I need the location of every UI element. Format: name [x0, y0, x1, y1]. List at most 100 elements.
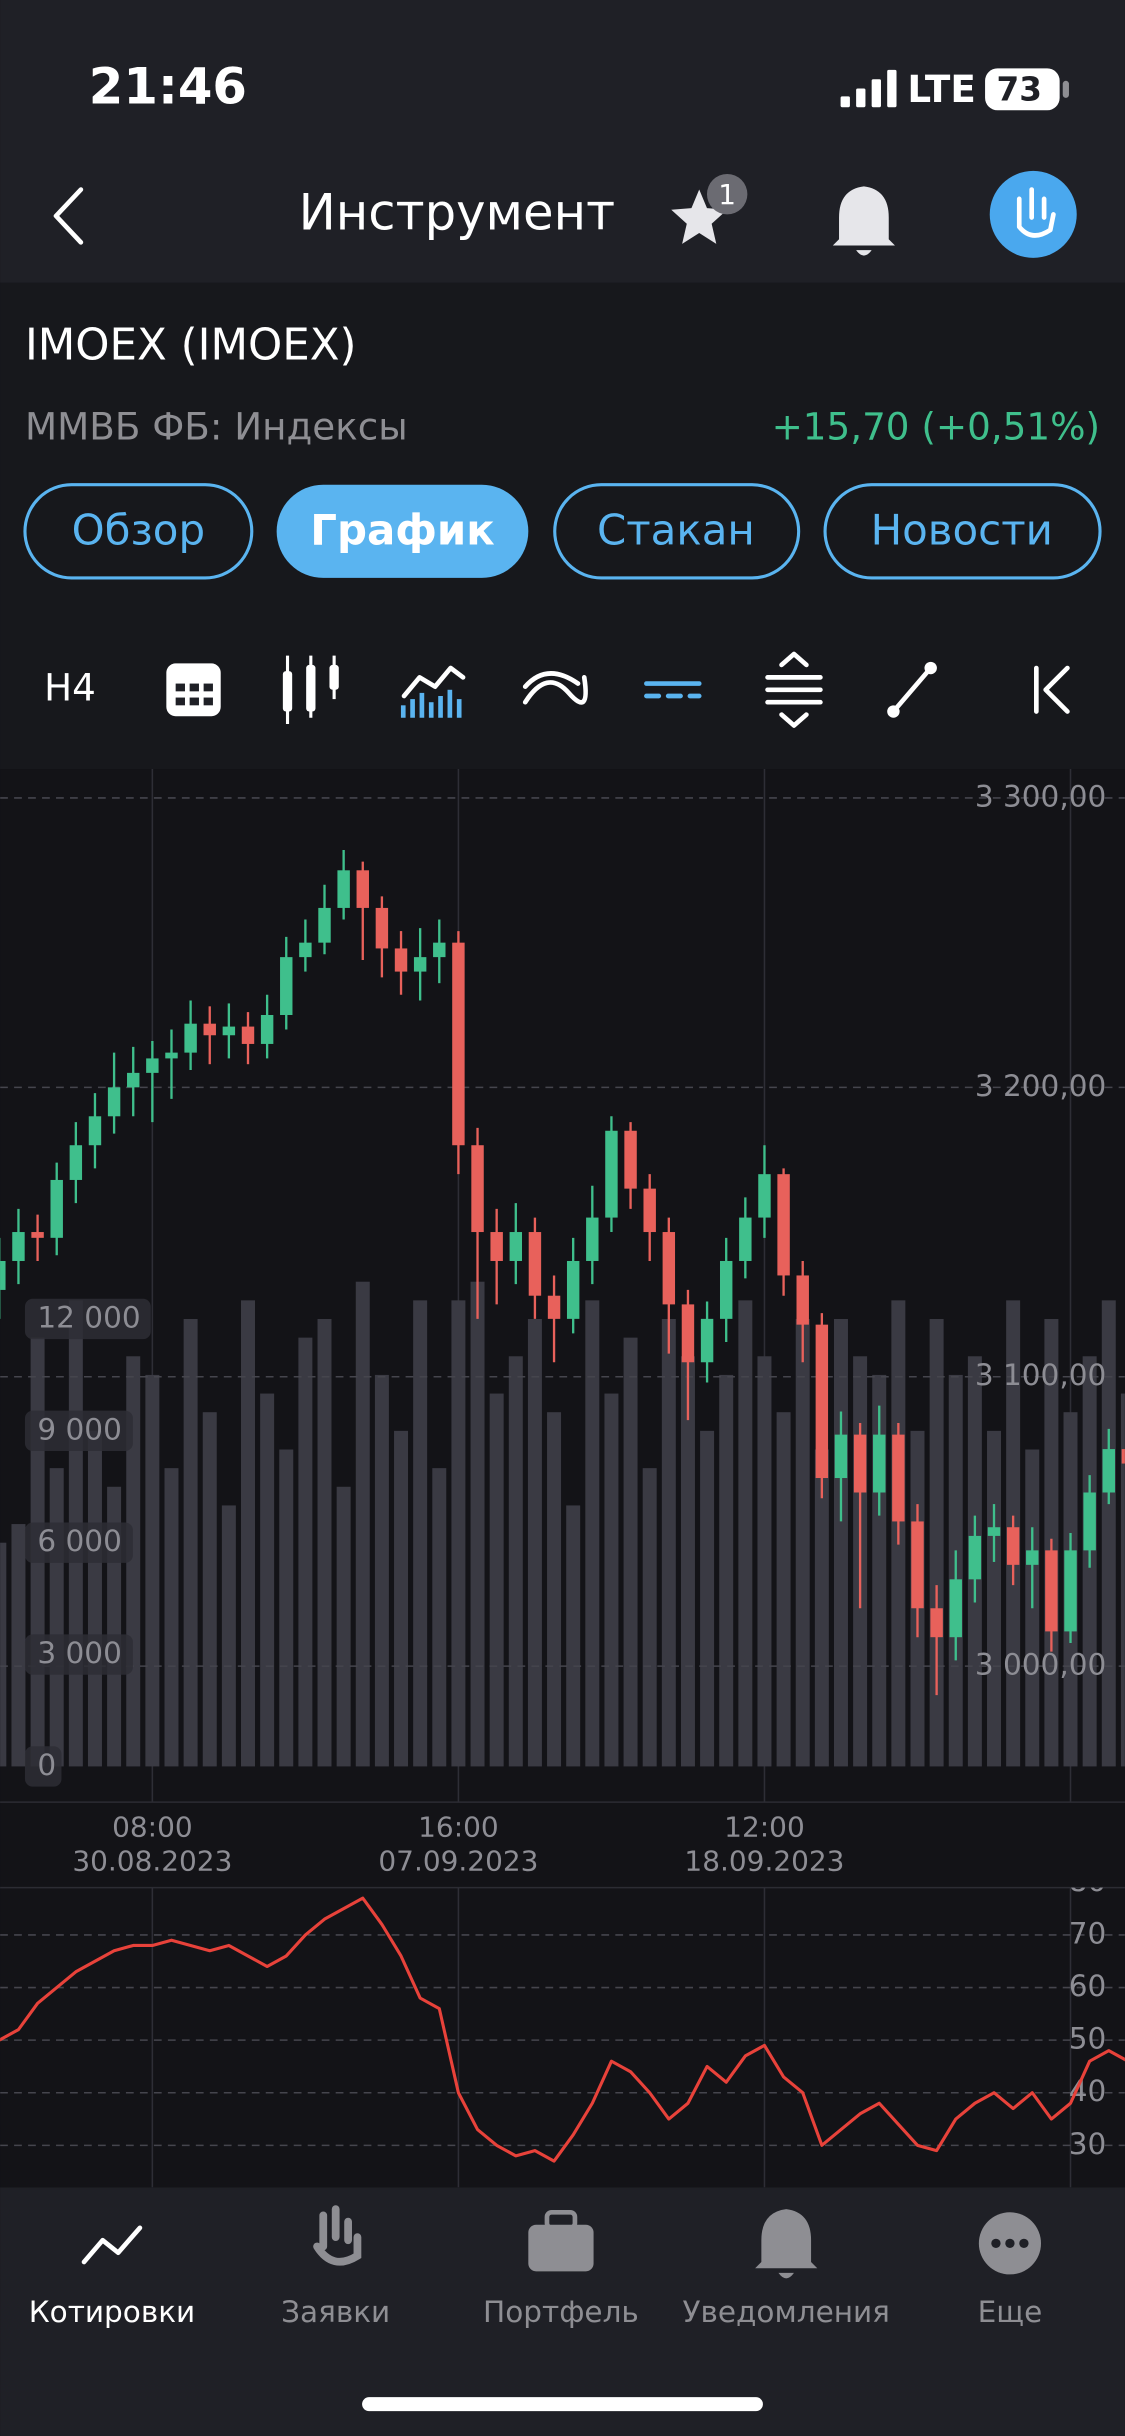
- nav-label[interactable]: Уведомления: [683, 2295, 890, 2329]
- nav-icon[interactable]: [528, 2209, 594, 2272]
- candle-body: [815, 1324, 829, 1479]
- tab-active[interactable]: [276, 484, 529, 578]
- candle-body: [873, 1434, 886, 1493]
- volume-bar: [451, 1300, 466, 1767]
- range-button[interactable]: [765, 651, 823, 728]
- volume-bar: [642, 1468, 657, 1767]
- nav-label-active[interactable]: Котировки: [29, 2295, 195, 2329]
- volume-bar: [795, 1318, 810, 1767]
- home-indicator: [362, 2397, 763, 2412]
- candle-body: [184, 1023, 197, 1053]
- candle-body: [1102, 1449, 1115, 1493]
- nav-icon[interactable]: [81, 2225, 143, 2265]
- candle-body: [586, 1217, 599, 1261]
- volume-bar: [527, 1318, 542, 1767]
- volume-bar: [317, 1318, 332, 1767]
- interval-button[interactable]: H4: [44, 665, 96, 709]
- candle-body: [509, 1232, 523, 1261]
- volume-bar: [719, 1374, 734, 1767]
- candle-body: [107, 1087, 121, 1117]
- volume-bar: [202, 1412, 217, 1767]
- nav-label[interactable]: Заявки: [281, 2295, 390, 2329]
- calendar-button[interactable]: [166, 663, 221, 717]
- volume-bar: [413, 1300, 428, 1767]
- back-button[interactable]: [53, 187, 84, 245]
- volume-tick-bg: [24, 1746, 62, 1787]
- volume-tick-label: 9 000: [37, 1412, 121, 1446]
- volume-bar: [814, 1449, 829, 1767]
- tab-label: Новости: [871, 505, 1053, 554]
- candle-body: [853, 1434, 867, 1493]
- notifications-button[interactable]: [832, 186, 895, 256]
- compare-button[interactable]: [522, 671, 588, 705]
- volume-bar: [11, 1524, 26, 1767]
- candle-body: [739, 1217, 752, 1261]
- rsi-panel: 304050607080: [0, 1887, 1125, 2188]
- x-tick-time: 12:00: [724, 1811, 805, 1844]
- candle-body: [413, 957, 427, 972]
- candle-body: [719, 1260, 733, 1319]
- nav-label[interactable]: Еще: [978, 2295, 1043, 2329]
- draw-line-button[interactable]: [887, 661, 937, 718]
- volume-tick-bg: [24, 1522, 133, 1563]
- indicators-button[interactable]: [400, 665, 466, 718]
- x-tick-time: 08:00: [112, 1811, 193, 1844]
- candle-body: [0, 1260, 6, 1290]
- volume-bar: [49, 1468, 64, 1767]
- candle-body: [241, 1026, 255, 1044]
- volume-bar: [394, 1430, 409, 1767]
- tab[interactable]: [23, 483, 254, 580]
- levels-button[interactable]: [644, 681, 702, 699]
- candle-body: [968, 1535, 982, 1580]
- x-tick-date: 07.09.2023: [378, 1845, 538, 1878]
- volume-bar: [183, 1318, 198, 1767]
- nav-icon[interactable]: [755, 2209, 818, 2279]
- candle-body: [299, 942, 312, 958]
- candle-body: [605, 1130, 618, 1218]
- volume-bar: [260, 1393, 275, 1767]
- candle-body: [1121, 1449, 1125, 1464]
- candle-body: [777, 1174, 790, 1276]
- candle-body: [280, 957, 293, 1015]
- volume-tick-label: 12 000: [37, 1300, 140, 1334]
- candle-body: [260, 1014, 274, 1044]
- volume-bar: [355, 1281, 370, 1767]
- candle-body: [12, 1232, 25, 1261]
- volume-bar: [0, 1542, 7, 1767]
- candle-body: [146, 1058, 159, 1073]
- candle-body: [700, 1318, 714, 1363]
- nav-icon[interactable]: [313, 2205, 362, 2266]
- candle-body: [356, 870, 369, 908]
- candle-body: [471, 1145, 484, 1233]
- top-bar-bg: [0, 0, 1125, 283]
- nav-icon[interactable]: [978, 2212, 1041, 2275]
- tab[interactable]: [553, 483, 801, 580]
- candle-body: [528, 1232, 542, 1296]
- nav-label[interactable]: Портфель: [483, 2295, 639, 2329]
- candle-body: [892, 1434, 905, 1522]
- volume-tick-label: 6 000: [37, 1524, 121, 1558]
- candle-body: [662, 1232, 676, 1305]
- favorites-button[interactable]: [671, 189, 728, 244]
- y-tick-label: 3 200,00: [975, 1069, 1106, 1103]
- volume-bar: [757, 1356, 772, 1767]
- candle-body: [127, 1072, 140, 1088]
- tab[interactable]: [823, 483, 1102, 580]
- instrument-change: +15,70 (+0,51%): [772, 404, 1100, 448]
- tab-label: Стакан: [597, 505, 755, 554]
- volume-bar: [374, 1374, 389, 1767]
- chart-type-button[interactable]: [282, 655, 339, 724]
- volume-tick-bg: [24, 1298, 151, 1340]
- volume-bar: [164, 1468, 179, 1767]
- volume-bar: [776, 1412, 791, 1767]
- rsi-line: [0, 1896, 1125, 2163]
- volume-bar: [929, 1318, 944, 1767]
- collapse-button[interactable]: [1034, 665, 1070, 714]
- candle-body: [1083, 1492, 1096, 1551]
- battery-level: 73: [997, 71, 1042, 109]
- volume-bar: [738, 1300, 753, 1767]
- volume-bar: [145, 1374, 160, 1767]
